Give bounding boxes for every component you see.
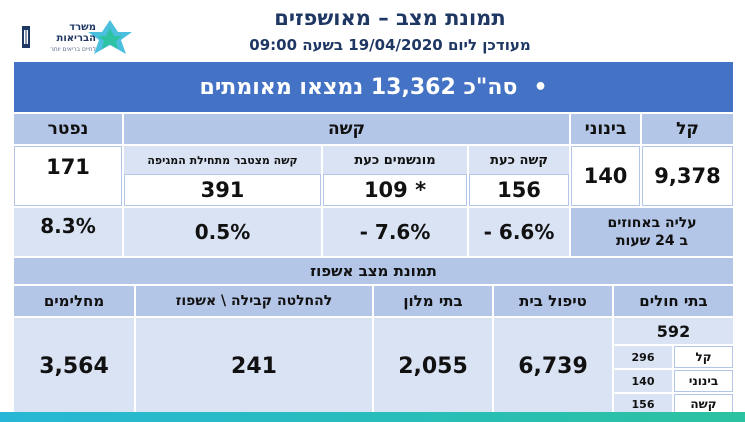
- value-cumulative: 391: [124, 174, 321, 206]
- page-title: תמונת מצב – מאושפזים: [274, 6, 506, 30]
- header-hotels: בתי מלון: [374, 286, 492, 316]
- logo-tagline: לחיים בריאים יותר: [50, 46, 96, 53]
- header-home-care: טיפול בית: [494, 286, 612, 316]
- value-hotels: 2,055: [374, 318, 492, 414]
- value-deceased: 171: [14, 146, 122, 206]
- value-hospitals-total: 592: [614, 318, 733, 344]
- breakdown-value-severe: 156: [614, 394, 672, 414]
- header-severe: קשה: [124, 114, 569, 144]
- rise-deceased: 8.3%: [14, 208, 122, 256]
- bottom-accent-strip: [0, 412, 745, 422]
- subheader-cumulative: קשה מצטבר מתחילת המגיפה: [124, 146, 321, 174]
- value-current-severe: 156: [469, 174, 569, 206]
- breakdown-label-moderate: בינוני: [674, 370, 733, 392]
- value-decision: 241: [136, 318, 372, 414]
- header-decision: להחלטה קבילה \ אשפוז: [136, 286, 372, 316]
- header-moderate: בינוני: [571, 114, 640, 144]
- dashboard-frame: • סה"כ 13,362 נמצאו מאומתים קל בינוני קש…: [14, 62, 733, 414]
- summary-bullet: •: [533, 74, 548, 100]
- rise-cumulative: 0.5%: [124, 208, 321, 256]
- header-hospitals: בתי חולים: [614, 286, 733, 316]
- header-mild: קל: [642, 114, 733, 144]
- value-mild: 9,378: [642, 146, 733, 206]
- logo-line2: הבריאות: [56, 33, 96, 44]
- logo-line1: משרד: [69, 22, 96, 33]
- ministry-logo: משרד הבריאות לחיים בריאים יותר: [22, 18, 132, 58]
- subheader-ventilated: מונשמים כעת: [323, 146, 467, 174]
- ministry-logo-icon: [22, 20, 132, 54]
- page-header: תמונת מצב – מאושפזים מעודכן ליום 19/04/2…: [0, 0, 745, 62]
- summary-total: סה"כ 13,362 נמצאו מאומתים: [199, 74, 518, 100]
- breakdown-label-severe: קשה: [674, 394, 733, 414]
- summary-banner: • סה"כ 13,362 נמצאו מאומתים: [14, 62, 733, 112]
- breakdown-value-mild: 296: [614, 346, 672, 368]
- value-moderate: 140: [571, 146, 640, 206]
- header-recovered: מחלימים: [14, 286, 134, 316]
- value-recovered: 3,564: [14, 318, 134, 414]
- hospitalization-title: תמונת מצב אשפוז: [14, 258, 733, 284]
- header-deceased: נפטר: [14, 114, 122, 144]
- rise-label: עליה באחוזים ב 24 שעות: [571, 208, 733, 256]
- rise-label-line2: ב 24 שעות: [615, 233, 689, 249]
- breakdown-label-mild: קל: [674, 346, 733, 368]
- subheader-current-severe: קשה כעת: [469, 146, 569, 174]
- rise-label-line1: עליה באחוזים: [607, 215, 697, 231]
- rise-ventilated: 7.6% -: [323, 208, 467, 256]
- value-home-care: 6,739: [494, 318, 612, 414]
- breakdown-value-moderate: 140: [614, 370, 672, 392]
- page-subtitle: מעודכן ליום 19/04/2020 בשעה 09:00: [249, 36, 531, 54]
- value-ventilated: * 109: [323, 174, 467, 206]
- rise-current-severe: 6.6% -: [469, 208, 569, 256]
